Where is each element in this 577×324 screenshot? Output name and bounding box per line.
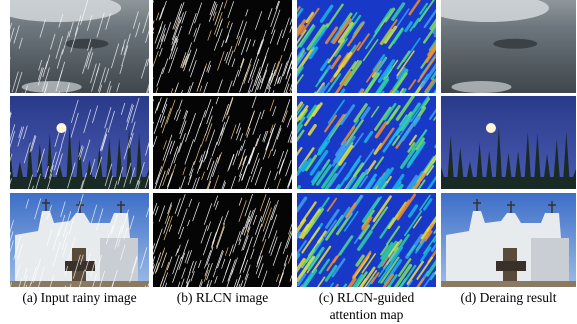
balcony <box>65 261 95 271</box>
attention-streak <box>313 305 324 321</box>
whale <box>493 39 537 49</box>
image <box>441 193 576 287</box>
image <box>145 193 311 304</box>
edge-streak <box>149 1 154 15</box>
attention-streak <box>290 298 300 313</box>
image <box>438 96 577 189</box>
edge-streak <box>294 122 298 132</box>
attention-streak <box>304 292 319 314</box>
attention-streak <box>420 298 427 308</box>
edge-streak <box>151 261 153 268</box>
image <box>428 0 577 93</box>
caption: (d) Deraing result <box>461 290 557 305</box>
rain-streak <box>4 152 10 172</box>
attention-streak <box>436 289 447 306</box>
attention-streak <box>284 306 301 324</box>
image <box>147 96 311 207</box>
edge-streak <box>292 217 297 230</box>
caption: attention map <box>330 307 404 322</box>
image-grid <box>0 0 577 324</box>
rain-streak <box>6 86 10 99</box>
rlcn-bg <box>153 193 292 287</box>
balcony <box>496 261 526 271</box>
whale <box>64 39 108 49</box>
rain-streak <box>7 57 11 69</box>
rain-streak <box>140 286 146 305</box>
moon <box>486 123 496 133</box>
church-shade <box>531 238 569 287</box>
caption: (c) RLCN-guided <box>319 290 415 305</box>
moon <box>56 123 66 133</box>
attention-streak <box>442 293 456 314</box>
attention-streak <box>301 288 318 313</box>
foam <box>22 81 82 93</box>
church-shade <box>100 238 138 287</box>
caption: (b) RLCN image <box>177 290 268 305</box>
foam <box>452 81 512 93</box>
ground <box>441 281 576 287</box>
caption: (a) Input rainy image <box>22 290 136 305</box>
figure: (a) Input rainy image (b) RLCN image (c) R… <box>0 0 577 324</box>
attention-streak <box>437 302 443 311</box>
attention-streak <box>417 289 432 311</box>
attention-streak <box>291 285 302 301</box>
rain-streak <box>6 282 12 301</box>
attention-streak <box>428 284 445 309</box>
captions: (a) Input rainy image (b) RLCN image (c) R… <box>22 290 556 322</box>
